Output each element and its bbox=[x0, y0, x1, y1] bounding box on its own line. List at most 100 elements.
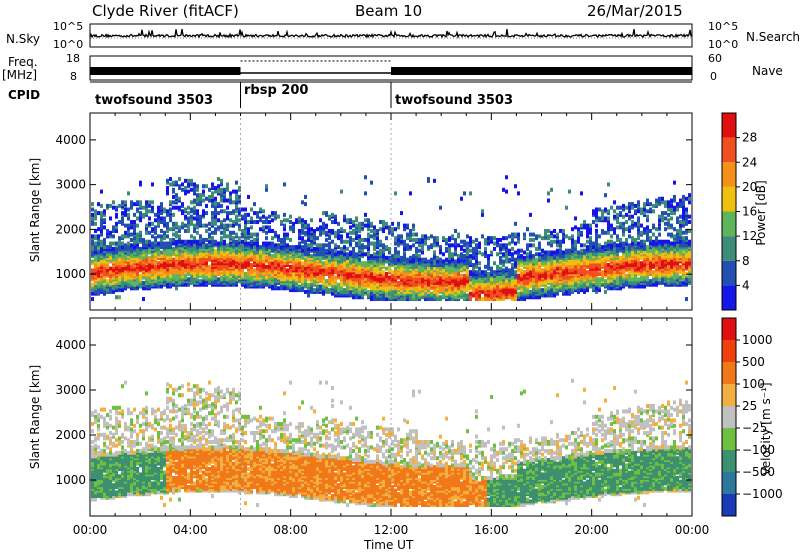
data-cell bbox=[328, 245, 331, 250]
data-cell bbox=[310, 286, 313, 291]
data-cell bbox=[475, 255, 478, 260]
data-cell bbox=[262, 209, 265, 214]
data-cell bbox=[463, 191, 466, 196]
data-cell bbox=[448, 284, 451, 289]
data-cell bbox=[250, 232, 253, 237]
data-cell bbox=[220, 178, 223, 183]
data-cell bbox=[607, 227, 610, 232]
data-cell bbox=[214, 218, 217, 223]
data-cell bbox=[550, 288, 553, 293]
data-cell bbox=[139, 237, 142, 242]
data-cell bbox=[592, 245, 595, 250]
data-cell bbox=[517, 239, 520, 244]
data-cell bbox=[331, 277, 334, 282]
data-cell bbox=[172, 273, 175, 278]
data-cell bbox=[376, 282, 379, 287]
data-cell bbox=[580, 270, 583, 275]
data-cell bbox=[367, 227, 370, 232]
data-cell bbox=[103, 241, 106, 246]
data-cell bbox=[457, 277, 460, 282]
data-cell bbox=[478, 245, 481, 250]
data-cell bbox=[385, 266, 388, 271]
data-cell bbox=[493, 241, 496, 246]
data-cell bbox=[412, 282, 415, 287]
data-cell bbox=[211, 221, 214, 226]
freq-axis-top: 18 bbox=[66, 52, 80, 65]
data-cell bbox=[511, 252, 514, 257]
data-cell bbox=[115, 248, 118, 253]
data-cell bbox=[127, 279, 130, 284]
data-cell bbox=[298, 252, 301, 257]
data-cell bbox=[184, 214, 187, 219]
data-cell bbox=[295, 245, 298, 250]
data-cell bbox=[274, 263, 277, 268]
data-cell bbox=[520, 248, 523, 253]
data-cell bbox=[244, 237, 247, 242]
data-cell bbox=[277, 234, 280, 239]
data-cell bbox=[106, 228, 109, 233]
data-cell bbox=[418, 237, 421, 242]
data-cell bbox=[181, 266, 184, 271]
data-cell bbox=[103, 268, 106, 273]
data-cell bbox=[448, 243, 451, 248]
data-cell bbox=[343, 214, 346, 219]
data-cell bbox=[271, 246, 274, 251]
data-cell bbox=[616, 212, 619, 217]
data-cell bbox=[187, 189, 190, 194]
data-cell bbox=[547, 198, 550, 203]
data-cell bbox=[496, 252, 499, 257]
data-cell bbox=[208, 221, 211, 226]
data-cell bbox=[286, 232, 289, 237]
data-cell bbox=[208, 232, 211, 237]
data-cell bbox=[427, 236, 430, 241]
data-cell bbox=[184, 248, 187, 253]
data-cell bbox=[505, 236, 508, 241]
data-cell bbox=[244, 207, 247, 212]
data-cell bbox=[127, 245, 130, 250]
data-cell bbox=[160, 284, 163, 289]
data-cell bbox=[358, 225, 361, 230]
data-cell bbox=[223, 218, 226, 223]
data-cell bbox=[568, 248, 571, 253]
data-cell bbox=[376, 250, 379, 255]
data-cell bbox=[472, 271, 475, 276]
data-cell bbox=[187, 223, 190, 228]
data-cell bbox=[175, 250, 178, 255]
data-cell bbox=[163, 261, 166, 266]
data-cell bbox=[160, 202, 163, 207]
data-cell bbox=[349, 218, 352, 223]
data-cell bbox=[175, 239, 178, 244]
data-cell bbox=[295, 268, 298, 273]
data-cell bbox=[214, 196, 217, 201]
data-cell bbox=[355, 252, 358, 257]
data-cell bbox=[613, 209, 616, 214]
data-cell bbox=[199, 239, 202, 244]
data-cell bbox=[142, 205, 145, 210]
data-cell bbox=[526, 227, 529, 232]
data-cell bbox=[391, 286, 394, 291]
data-cell bbox=[460, 252, 463, 257]
data-cell bbox=[97, 263, 100, 268]
data-cell bbox=[235, 189, 238, 194]
data-cell bbox=[409, 191, 412, 196]
data-cell bbox=[214, 189, 217, 194]
data-cell bbox=[295, 218, 298, 223]
data-cell bbox=[409, 228, 412, 233]
data-cell bbox=[436, 241, 439, 246]
data-cell bbox=[265, 187, 268, 192]
data-cell bbox=[217, 277, 220, 282]
data-cell bbox=[244, 232, 247, 237]
data-cell bbox=[475, 248, 478, 253]
data-cell bbox=[265, 230, 268, 235]
data-cell bbox=[139, 230, 142, 235]
data-cell bbox=[268, 220, 271, 225]
data-cell bbox=[121, 252, 124, 257]
data-cell bbox=[586, 279, 589, 284]
data-cell bbox=[256, 211, 259, 216]
data-cell bbox=[322, 221, 325, 226]
data-cell bbox=[508, 268, 511, 273]
data-cell bbox=[178, 196, 181, 201]
data-cell bbox=[160, 234, 163, 239]
data-cell bbox=[559, 248, 562, 253]
